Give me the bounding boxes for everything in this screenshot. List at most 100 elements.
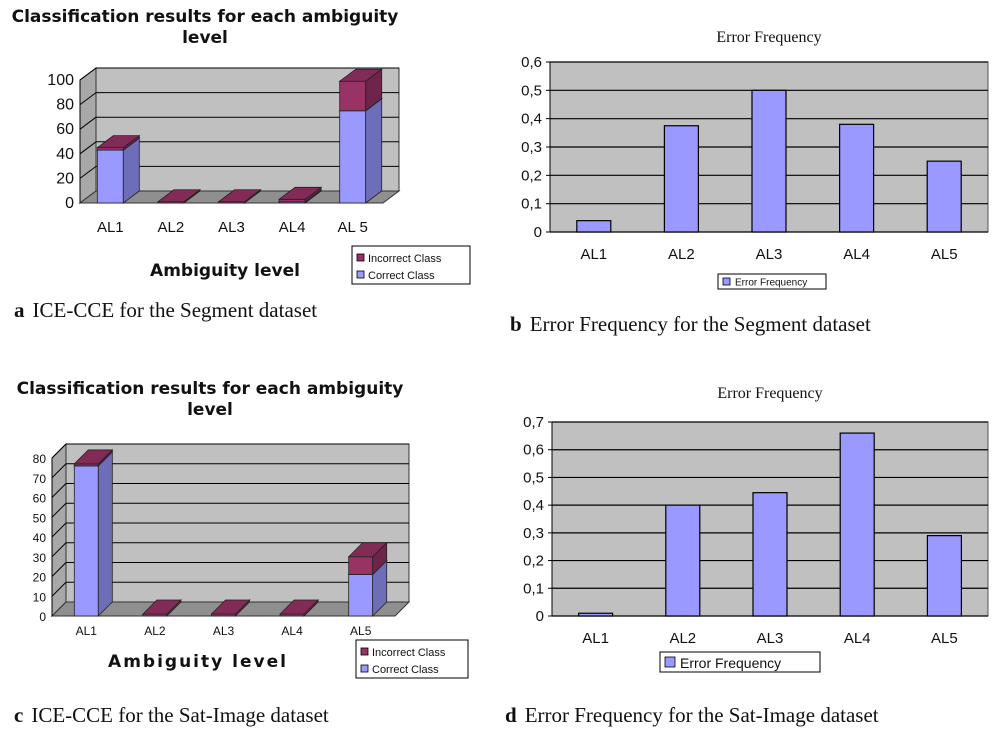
y-tick-label: 100 (47, 72, 74, 89)
bar-front (348, 574, 374, 617)
bar-front (73, 465, 99, 617)
legend-label: Error Frequency (680, 655, 781, 671)
y-tick-label: 0,3 (521, 139, 542, 156)
legend-label: Error Frequency (735, 278, 807, 289)
caption-c-text: ICE-CCE for the Sat-Image dataset (31, 703, 329, 727)
caption-d: d Error Frequency for the Sat-Image datas… (505, 703, 879, 728)
chart-d-satimage-error-frequency: Error Frequency 0 0,1 0,2 0,3 0,4 0,5 0,6 0,7 AL1… (523, 385, 989, 673)
legend-swatch (356, 253, 365, 262)
x-tick-label: AL5 (931, 246, 958, 263)
x-tick-label: AL5 (350, 624, 372, 638)
caption-a-text: ICE-CCE for the Segment dataset (32, 298, 318, 322)
x-tick-label: AL2 (158, 219, 185, 236)
x-axis-title: Ambiguity level (150, 261, 300, 281)
y-tick-label: 30 (33, 551, 47, 565)
y-tick-label: 60 (56, 121, 74, 138)
bar-top (210, 599, 251, 615)
x-tick-label: AL4 (843, 246, 870, 263)
y-tick-label: 0,3 (523, 525, 544, 542)
caption-b-text: Error Frequency for the Segment dataset (529, 312, 871, 336)
legend-box (659, 651, 821, 673)
y-tick-label: 0,2 (523, 553, 544, 570)
x-tick-label: AL3 (756, 246, 783, 263)
bar-top (279, 599, 320, 615)
x-axis-title: Ambiguity level (108, 652, 288, 672)
y-tick-label: 0,7 (523, 414, 544, 431)
y-tick-label: 0,2 (521, 167, 542, 184)
caption-a-letter: a (14, 298, 25, 322)
x-tick-label: AL4 (279, 219, 306, 236)
x-tick-label: AL1 (97, 219, 124, 236)
caption-c: c ICE-CCE for the Sat-Image dataset (14, 703, 329, 728)
caption-b-letter: b (510, 312, 522, 336)
legend-swatch (664, 656, 676, 668)
bar (839, 432, 875, 617)
gridline-side (51, 562, 67, 577)
y-tick-label: 10 (33, 590, 47, 604)
chart-b-segment-error-frequency: Error Frequency 0 0,1 0,2 0,3 0,4 0,5 0,6 AL1 AL2… (521, 29, 989, 290)
gridline-side (51, 463, 67, 479)
bar-top (156, 189, 202, 203)
x-tick-label: AL3 (218, 219, 245, 236)
y-tick-label: 0,1 (521, 196, 542, 213)
bar (663, 125, 699, 233)
legend-swatch (722, 277, 731, 286)
bar (926, 535, 962, 617)
x-tick-label: AL1 (76, 624, 98, 638)
x-tick-label: AL1 (582, 630, 609, 647)
plot-side-wall (79, 67, 97, 204)
legend-swatch (360, 664, 369, 673)
x-tick-label: AL2 (669, 630, 696, 647)
y-tick-label: 0 (536, 608, 544, 625)
x-tick-label: AL4 (844, 630, 871, 647)
gridline-side (51, 502, 67, 518)
bar-top (277, 186, 323, 200)
gridline-side (79, 67, 97, 81)
gridline-side (79, 165, 97, 179)
y-tick-label: 0 (65, 195, 74, 212)
x-tick-label: AL 5 (338, 219, 368, 236)
y-tick-label: 70 (33, 472, 47, 486)
y-tick-label: 40 (33, 531, 47, 545)
y-tick-label: 50 (33, 511, 47, 525)
y-tick-label: 80 (56, 97, 74, 114)
bar-front (339, 80, 367, 112)
y-tick-label: 0,6 (523, 442, 544, 459)
bar (576, 220, 612, 233)
chart-c-satimage-classification: Classification results for each ambiguit… (17, 379, 469, 679)
bar-front (348, 556, 374, 575)
gridline-side (51, 542, 67, 558)
x-tick-label: AL5 (931, 630, 958, 647)
chart-title: level (187, 400, 233, 420)
bar (839, 123, 875, 233)
gridline-side (79, 141, 97, 155)
bar (926, 160, 962, 233)
y-tick-label: 0,1 (523, 580, 544, 597)
y-tick-label: 20 (33, 571, 47, 585)
bar (665, 504, 701, 617)
bar-top (217, 189, 262, 203)
x-tick-label: AL3 (213, 624, 235, 638)
bar-front (96, 149, 124, 204)
caption-d-text: Error Frequency for the Sat-Image datase… (524, 703, 879, 727)
x-tick-label: AL1 (580, 246, 607, 263)
x-tick-label: AL3 (757, 630, 784, 647)
caption-d-letter: d (505, 703, 517, 727)
gridline-side (51, 522, 67, 538)
caption-a: a ICE-CCE for the Segment dataset (14, 298, 317, 323)
x-tick-label: AL4 (281, 624, 303, 638)
chart-title: Classification results for each ambiguit… (12, 7, 399, 27)
y-tick-label: 0 (39, 610, 46, 624)
y-tick-label: 0 (534, 224, 542, 241)
legend-box (717, 273, 827, 290)
y-tick-label: 40 (56, 146, 74, 163)
caption-b: b Error Frequency for the Segment dataset (510, 312, 871, 337)
bar-side (97, 450, 113, 617)
bar-top (96, 135, 141, 149)
chart-title: Error Frequency (717, 385, 822, 402)
y-tick-label: 0,6 (521, 54, 542, 71)
y-tick-label: 0,5 (521, 82, 542, 99)
bar-top (338, 68, 383, 82)
legend-swatch (356, 270, 365, 279)
caption-c-letter: c (14, 703, 24, 727)
